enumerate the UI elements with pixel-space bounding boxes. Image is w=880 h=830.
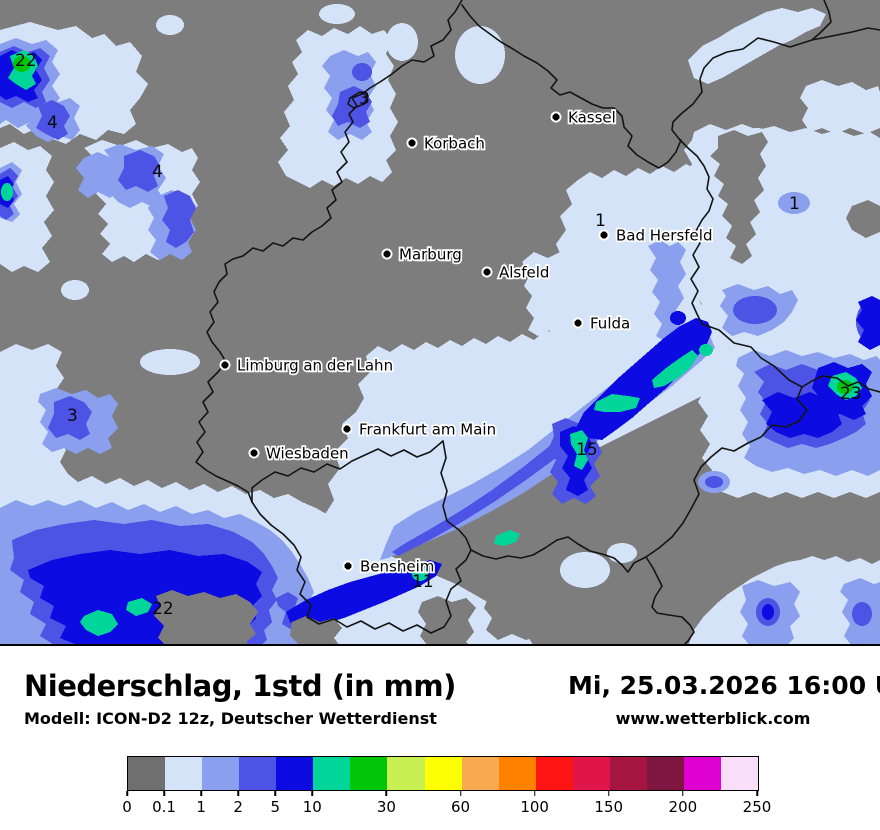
city-label: Korbach	[424, 135, 485, 153]
city-dot	[342, 560, 354, 572]
legend-tick	[311, 791, 314, 796]
legend-segment	[609, 757, 647, 790]
city-label: Alsfeld	[499, 264, 549, 282]
city-markers: Kassel Korbach Bad Hersfeld Marburg Alsfeld F…	[219, 107, 714, 577]
legend-tick	[533, 791, 536, 796]
legend-tick-label: 60	[450, 798, 471, 816]
legend-segment	[313, 757, 351, 790]
city-dot	[550, 111, 562, 123]
forecast-datetime: Mi, 25.03.2026 16:00 Uhr	[568, 671, 880, 700]
precip-value-label: 15	[576, 440, 598, 460]
city-marker: Bad Hersfeld	[598, 225, 714, 246]
precip-value-label: 4	[47, 113, 58, 133]
city-label: Marburg	[399, 246, 462, 264]
map-bottom-border	[0, 644, 880, 646]
legend-segment	[535, 757, 573, 790]
city-label: Bad Hersfeld	[616, 227, 712, 245]
city-label: Kassel	[568, 109, 616, 127]
precip-value-label: 22	[152, 599, 174, 619]
website-url: www.wetterblick.com	[615, 709, 811, 728]
legend-tick-label: 150	[594, 798, 624, 816]
precipitation-map: Kassel Korbach Bad Hersfeld Marburg Alsfeld F…	[0, 0, 880, 646]
legend-tick	[274, 791, 276, 796]
legend-tick	[163, 791, 165, 796]
legend-tick	[385, 791, 388, 796]
city-marker: Frankfurt am Main	[341, 419, 498, 440]
precip-value-label: 11	[412, 572, 434, 592]
precip-green	[13, 56, 853, 394]
legend-segment	[165, 757, 203, 790]
legend-segment	[350, 757, 388, 790]
legend-segment	[128, 757, 166, 790]
legend-tick	[200, 791, 202, 796]
city-dot	[248, 447, 260, 459]
city-label: Bensheim	[360, 558, 434, 576]
precip-value-label: 1	[595, 211, 606, 231]
city-label: Limburg an der Lahn	[237, 357, 393, 375]
city-marker: Fulda	[572, 313, 632, 334]
gray-islands	[154, 590, 550, 646]
state-borders	[195, 0, 880, 646]
city-label: Wiesbaden	[266, 445, 349, 463]
legend-segment	[572, 757, 610, 790]
legend-tick	[459, 791, 462, 796]
city-marker: Marburg	[381, 244, 464, 265]
legend-segment	[387, 757, 425, 790]
page-title: Niederschlag, 1std (in mm)	[24, 669, 456, 703]
city-marker: Alsfeld	[481, 262, 551, 283]
legend-tick	[237, 791, 239, 796]
legend-tick-label: 250	[742, 798, 772, 816]
precipitation-color-scale	[127, 756, 759, 791]
city-label: Fulda	[590, 315, 630, 333]
header-right-column: Mi, 25.03.2026 16:00 Uhr www.wetterblick…	[568, 671, 880, 728]
precip-value-label: 1	[789, 194, 800, 214]
legend-tick	[126, 791, 128, 796]
city-dot	[381, 248, 393, 260]
legend-segment	[202, 757, 240, 790]
precip-value-label: 4	[152, 162, 163, 182]
legend-tick-label: 10	[302, 798, 322, 816]
precip-value-label: 3	[359, 89, 370, 109]
legend-tick-label: 5	[270, 798, 281, 816]
city-label: Frankfurt am Main	[359, 421, 496, 439]
legend-tick-label: 0	[122, 798, 132, 816]
legend-tick-label: 1	[196, 798, 206, 816]
legend-tick	[756, 791, 758, 796]
model-subtitle: Modell: ICON-D2 12z, Deutscher Wetterdie…	[24, 709, 437, 728]
legend-tick-label: 200	[668, 798, 698, 816]
color-scale-ticks: 0 0.1 1 2 5 10 30 60 100 150 200 250	[122, 791, 771, 821]
city-dot	[406, 137, 418, 149]
legend-segment	[239, 757, 277, 790]
legend-segment	[646, 757, 684, 790]
precip-value-label: 22	[15, 51, 37, 71]
precip-value-label: 3	[67, 406, 78, 426]
city-dot	[598, 229, 610, 241]
legend-segment	[721, 757, 759, 790]
legend-tick	[682, 791, 684, 796]
city-marker: Bensheim	[342, 556, 436, 577]
legend-segment	[276, 757, 314, 790]
city-marker: Kassel	[550, 107, 618, 128]
legend-segment	[424, 757, 462, 790]
legend-tick-label: 0.1	[152, 798, 176, 816]
legend-tick-label: 30	[376, 798, 396, 816]
legend-segment	[498, 757, 536, 790]
city-marker: Limburg an der Lahn	[219, 355, 395, 376]
city-dot	[219, 359, 231, 371]
city-marker: Korbach	[406, 133, 487, 154]
city-dot	[572, 317, 584, 329]
precip-value-label: 23	[840, 384, 862, 404]
city-dot	[341, 423, 353, 435]
legend-segment	[683, 757, 721, 790]
legend-tick	[608, 791, 610, 796]
gray-patches	[710, 130, 880, 264]
legend-segment	[461, 757, 499, 790]
city-dot	[481, 266, 493, 278]
legend-tick-label: 100	[520, 798, 549, 816]
map-area: Kassel Korbach Bad Hersfeld Marburg Alsfeld F…	[0, 0, 880, 646]
legend-tick-label: 2	[233, 798, 243, 816]
city-marker: Wiesbaden	[248, 443, 350, 464]
